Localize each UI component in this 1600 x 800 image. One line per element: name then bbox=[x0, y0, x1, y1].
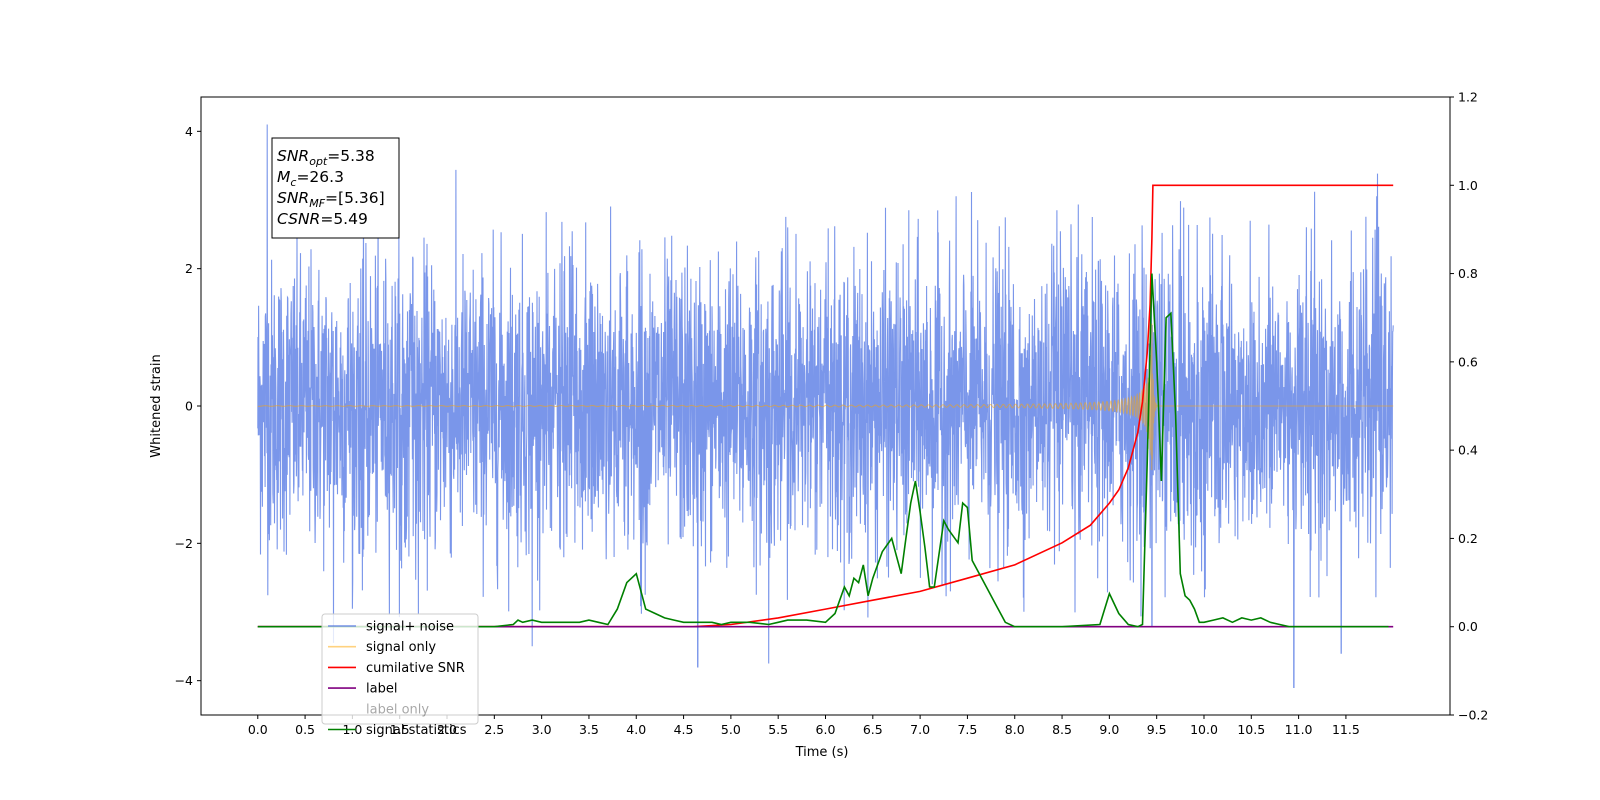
x-tick-label: 11.5 bbox=[1332, 722, 1360, 737]
legend-label-cumilative-snr: cumilative SNR bbox=[366, 661, 465, 676]
y2-tick-label: −0.2 bbox=[1458, 708, 1488, 723]
x-tick-label: 9.0 bbox=[1099, 722, 1119, 737]
legend-label-label: label bbox=[366, 682, 397, 697]
series-signal-statistics bbox=[257, 273, 1389, 628]
legend-label-signal-only: signal only bbox=[366, 640, 436, 655]
x-tick-label: 4.5 bbox=[674, 722, 694, 737]
legend-frame bbox=[321, 613, 479, 725]
x-tick-label: 8.5 bbox=[1052, 722, 1072, 737]
y2-tick-label: 0.0 bbox=[1458, 619, 1478, 634]
y-axis-title: Whitened strain bbox=[149, 354, 164, 457]
annotation-line: SNRMF=[5.36] bbox=[277, 189, 385, 210]
x-tick-label: 8.0 bbox=[1005, 722, 1025, 737]
y2-tick-label: 0.8 bbox=[1458, 266, 1478, 281]
y-tick-label: 0 bbox=[185, 399, 193, 414]
x-tick-label: 3.5 bbox=[579, 722, 599, 737]
y2-tick-label: 1.0 bbox=[1458, 178, 1478, 193]
x-tick-label: 4.0 bbox=[626, 722, 646, 737]
legend-label-signal-noise: signal+ noise bbox=[366, 620, 454, 635]
x-axis: 0.0 0.5 1.0 1.5 2.0 2.5 3.0 3.5 4.0 4.5 5.0 5.5 6.0 6… bbox=[248, 715, 1360, 737]
y-tick-label: 4 bbox=[185, 124, 193, 139]
y-tick-label: −4 bbox=[175, 673, 193, 688]
x-tick-label: 7.5 bbox=[957, 722, 977, 737]
x-tick-label: 5.5 bbox=[768, 722, 788, 737]
series-signal-noise bbox=[257, 124, 1394, 689]
y2-tick-label: 1.2 bbox=[1458, 90, 1478, 105]
x-tick-label: 11.0 bbox=[1285, 722, 1313, 737]
x-tick-label: 7.0 bbox=[910, 722, 930, 737]
legend-label-signal-statistics: signal statistics bbox=[366, 723, 467, 738]
series-layer bbox=[257, 124, 1394, 689]
y-axis-left: −4 −2 0 2 4 bbox=[175, 124, 201, 688]
annotation-frame bbox=[271, 137, 400, 239]
legend-label-label-only: label only bbox=[366, 702, 429, 717]
annotation-line: Mc=26.3 bbox=[277, 168, 344, 189]
y2-tick-label: 0.6 bbox=[1458, 354, 1478, 369]
x-tick-label: 10.0 bbox=[1190, 722, 1218, 737]
x-tick-label: 6.0 bbox=[816, 722, 836, 737]
x-tick-label: 0.5 bbox=[295, 722, 315, 737]
x-tick-label: 1.5 bbox=[390, 722, 410, 737]
annotation-line: SNRopt=5.38 bbox=[277, 147, 375, 168]
y2-tick-label: 0.4 bbox=[1458, 443, 1478, 458]
y-axis-right: −0.2 0.0 0.2 0.4 0.6 0.8 1.0 1.2 bbox=[1450, 90, 1488, 723]
x-tick-label: 0.0 bbox=[248, 722, 268, 737]
x-tick-label: 3.0 bbox=[532, 722, 552, 737]
x-tick-label: 5.0 bbox=[721, 722, 741, 737]
x-axis-title: Time (s) bbox=[795, 745, 849, 760]
legend: signal+ noise signal only cumilative SNR la… bbox=[321, 613, 479, 738]
x-tick-label: 10.5 bbox=[1237, 722, 1265, 737]
x-tick-label: 2.5 bbox=[484, 722, 504, 737]
x-tick-label: 2.0 bbox=[437, 722, 457, 737]
x-tick-label: 9.5 bbox=[1147, 722, 1167, 737]
series-signal-only bbox=[257, 323, 1394, 471]
y-tick-label: 2 bbox=[185, 261, 193, 276]
y2-tick-label: 0.2 bbox=[1458, 531, 1478, 546]
series-cumilative-snr bbox=[257, 184, 1394, 628]
x-tick-label: 6.5 bbox=[863, 722, 883, 737]
y-tick-label: −2 bbox=[175, 536, 193, 551]
annotation-line: CSNR=5.49 bbox=[277, 210, 368, 228]
